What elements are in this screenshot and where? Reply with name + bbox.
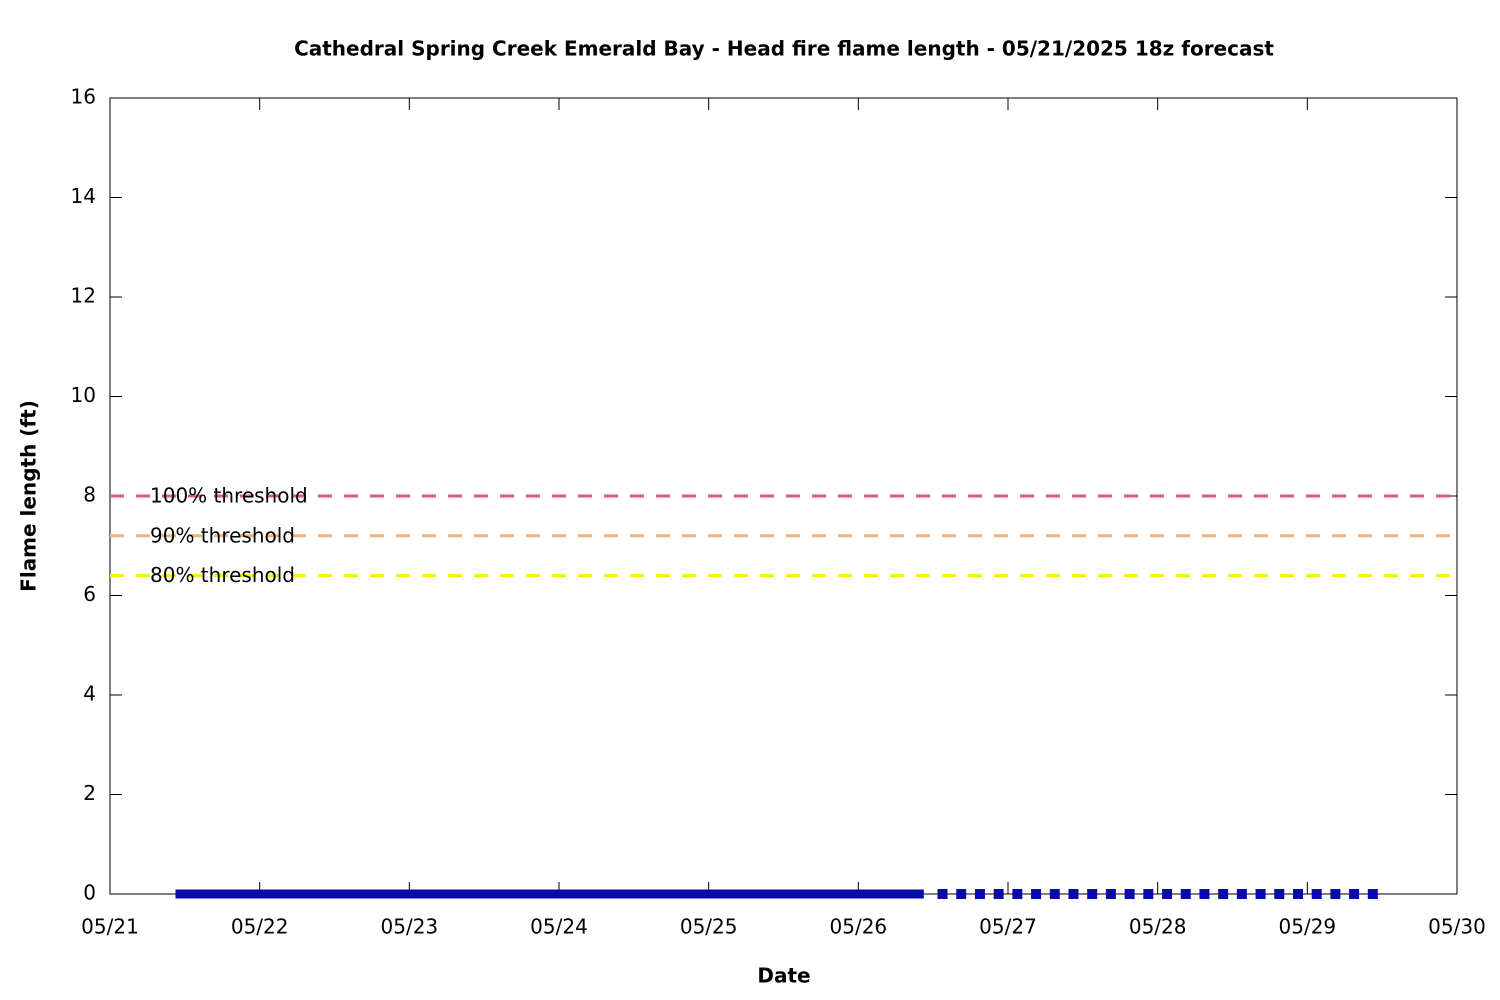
threshold-label: 80% threshold (150, 563, 295, 587)
y-tick-label: 6 (83, 582, 96, 606)
x-tick-label: 05/22 (231, 915, 289, 939)
x-tick-label: 05/23 (381, 915, 439, 939)
y-axis-label: Flame length (ft) (17, 400, 41, 592)
x-tick-label: 05/21 (81, 915, 139, 939)
series-point (1031, 889, 1042, 899)
y-tick-label: 4 (83, 682, 96, 706)
series-point (1236, 889, 1247, 899)
y-tick-label: 10 (71, 383, 96, 407)
chart-title: Cathedral Spring Creek Emerald Bay - Hea… (294, 37, 1274, 61)
x-tick-label: 05/24 (530, 915, 588, 939)
series-point (1162, 889, 1173, 899)
x-tick-label: 05/26 (830, 915, 888, 939)
series-point (1180, 889, 1191, 899)
threshold-label: 100% threshold (150, 484, 308, 508)
series-point (1124, 889, 1135, 899)
series-point (1292, 889, 1303, 899)
y-tick-label: 12 (71, 284, 96, 308)
y-tick-label: 14 (71, 184, 96, 208)
x-axis-label: Date (757, 964, 810, 988)
series-point (937, 889, 948, 899)
series-point (956, 889, 967, 899)
series-point (1349, 889, 1360, 899)
x-tick-label: 05/28 (1129, 915, 1187, 939)
series-point (1105, 889, 1116, 899)
series-point (993, 889, 1004, 899)
x-tick-label: 05/30 (1428, 915, 1486, 939)
x-tick-label: 05/25 (680, 915, 738, 939)
threshold-label: 90% threshold (150, 523, 295, 547)
series-point (1068, 889, 1079, 899)
series-point (1199, 889, 1210, 899)
series-point (1311, 889, 1322, 899)
y-tick-label: 0 (83, 881, 96, 905)
series-point (1330, 889, 1341, 899)
series-point (1087, 889, 1098, 899)
y-tick-label: 8 (83, 483, 96, 507)
series-point (1012, 889, 1023, 899)
series-point (974, 889, 985, 899)
y-tick-label: 2 (83, 781, 96, 805)
series-point (1143, 889, 1154, 899)
series-point (1049, 889, 1060, 899)
x-tick-label: 05/29 (1279, 915, 1337, 939)
x-tick-label: 05/27 (979, 915, 1037, 939)
y-tick-label: 16 (71, 85, 96, 109)
series-point (1255, 889, 1266, 899)
series-point (1218, 889, 1229, 899)
series-point (1367, 889, 1378, 899)
series-point (1274, 889, 1285, 899)
